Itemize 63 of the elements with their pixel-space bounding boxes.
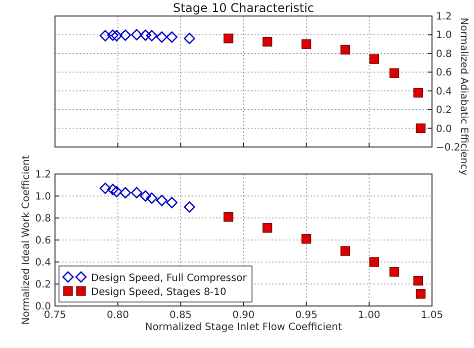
y-tick-label: 0.6 [436,68,452,79]
legend-label: Design Speed, Full Compressor [91,273,248,284]
point [369,257,379,267]
y-tick-label: 0.8 [436,48,452,60]
point [416,123,426,134]
point [131,29,142,40]
point [390,267,400,277]
point [100,182,111,194]
point [166,31,178,43]
point [156,31,168,43]
x-tick-label: 0.75 [44,310,66,321]
point [110,186,122,198]
point [184,201,196,213]
x-tick-label: 1.05 [420,310,444,321]
y-axis-title: Normalized Adiabatic Efficiency [458,18,469,176]
point [224,212,234,222]
point [110,30,122,42]
point [100,30,111,42]
point [413,88,423,98]
point [224,34,234,44]
point [140,30,152,41]
y-tick-label: 0.6 [35,236,51,246]
y-tick-label: 0.2 [436,105,452,116]
point [369,54,379,64]
point [120,187,132,198]
chart-title: Stage 10 Characteristic [172,1,314,15]
point [302,234,312,244]
y-tick-label: 0.2 [35,280,51,290]
y-tick-label: 1.0 [436,30,452,42]
point [146,192,158,204]
point [107,184,118,196]
point [262,36,272,47]
legend-label: Design Speed, Stages 8-10 [91,287,226,298]
point [107,30,118,41]
point [131,187,142,198]
y-tick-label: 0.4 [35,258,51,268]
point [302,39,312,49]
y-tick-label: 1.2 [35,170,51,180]
x-tick-label: 0.85 [170,310,192,321]
y-axis-title: Normalized Ideal Work Coefficient [21,155,32,325]
point [140,190,152,202]
point [340,44,350,54]
point [413,276,423,286]
point [390,68,400,78]
point [262,223,272,233]
x-tick-label: 0.95 [295,310,318,321]
y-tick-label: 0.4 [436,86,452,98]
x-tick-label: 0.80 [106,310,129,321]
x-tick-label: 0.90 [232,310,255,321]
point [166,196,178,208]
point [156,194,168,206]
y-tick-label: 0.0 [436,124,452,135]
y-tick-label: 1.0 [35,192,51,202]
point [120,30,132,41]
point [416,289,426,299]
point [184,32,196,44]
x-axis-title: Normalized Stage Inlet Flow Coefficient [145,322,342,333]
y-tick-label: 0.8 [35,214,51,224]
y-tick-label: 1.2 [436,12,452,22]
point [146,30,158,42]
point [340,246,350,256]
y-tick-label: −0.2 [436,142,460,154]
x-tick-label: 1.00 [358,310,380,321]
